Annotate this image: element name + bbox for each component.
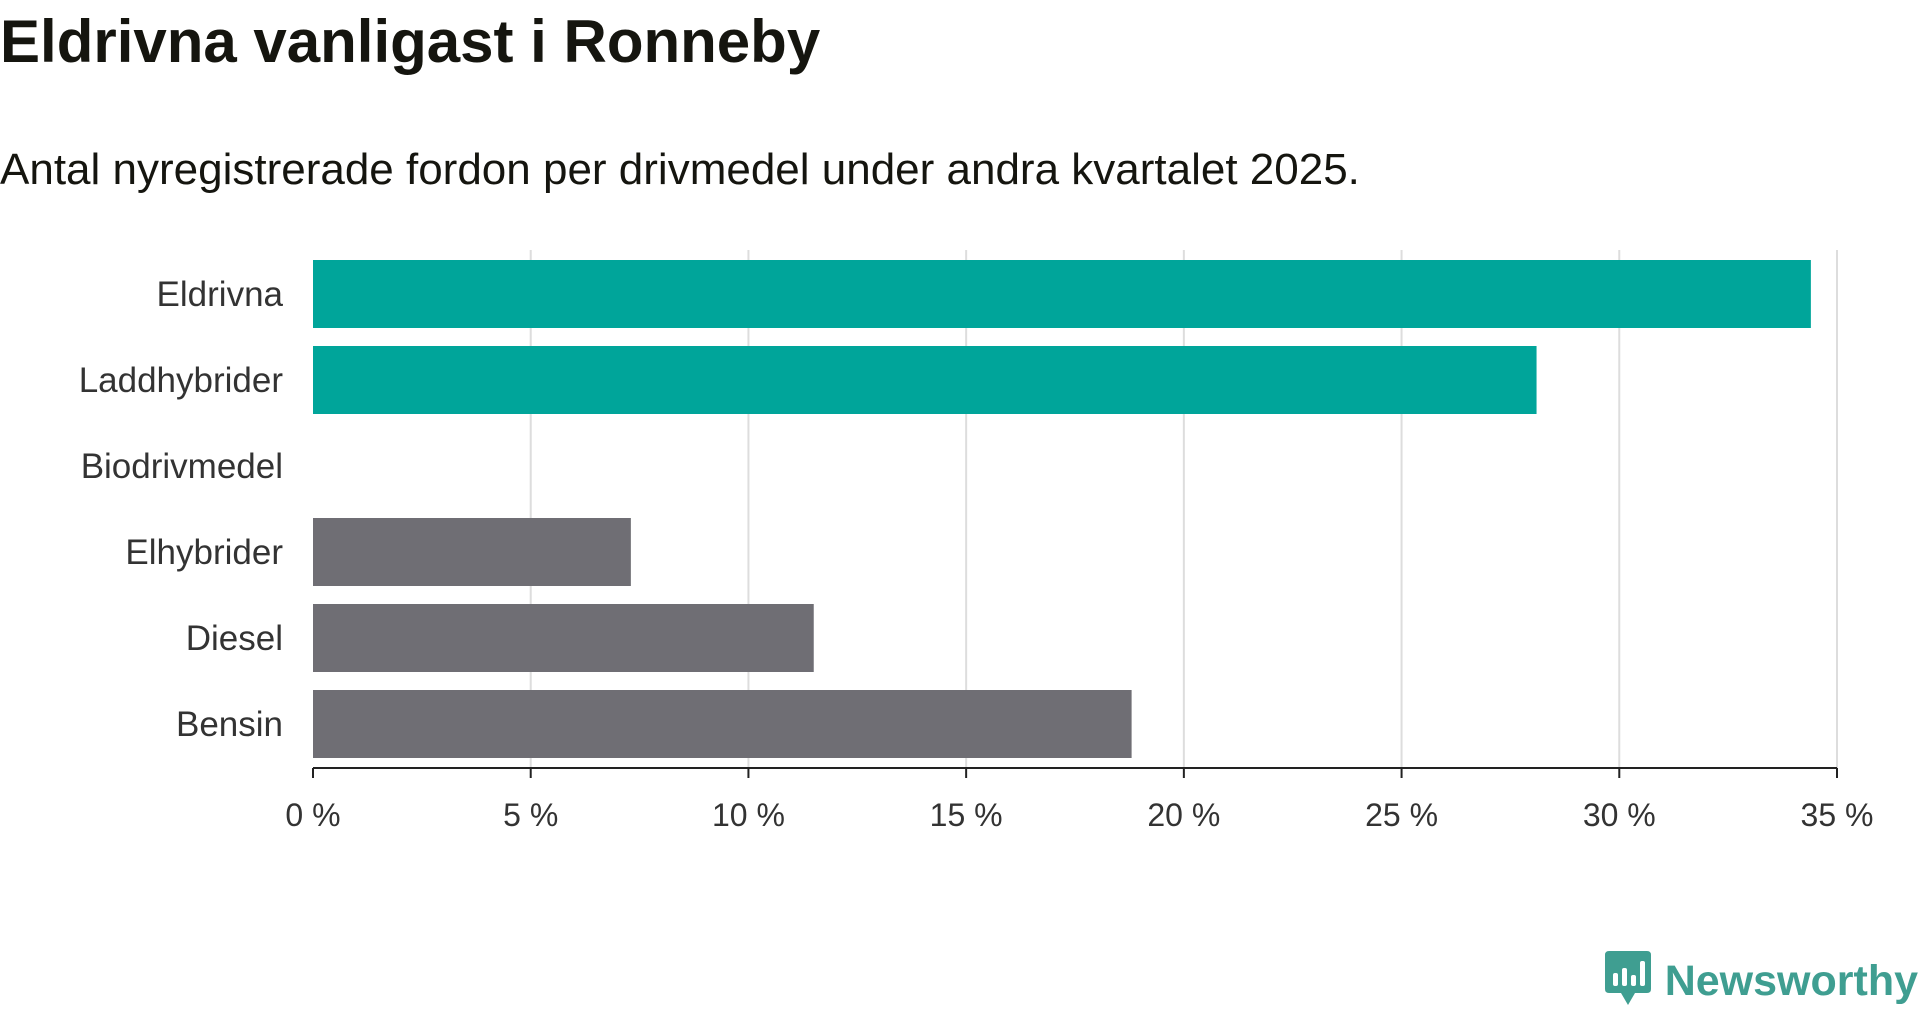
category-labels: Eldrivna Laddhybrider Biodrivmedel Elhybrid… — [79, 275, 284, 744]
x-tick-label: 5 % — [503, 797, 558, 833]
bars — [313, 260, 1811, 758]
chart-title: Eldrivna vanligast i Ronneby — [0, 8, 821, 75]
x-tick-label: 20 % — [1147, 797, 1220, 833]
bar-diesel — [313, 604, 814, 672]
bar-eldrivna — [313, 260, 1811, 328]
category-label: Elhybrider — [125, 533, 283, 572]
gridlines — [529, 250, 1838, 768]
brand-name: Newsworthy — [1664, 957, 1918, 1005]
bar-bensin — [313, 690, 1132, 758]
x-tick-label: 25 % — [1365, 797, 1438, 833]
x-tick-label: 15 % — [930, 797, 1003, 833]
brand: Newsworthy — [1603, 948, 1918, 1014]
x-tick-label: 35 % — [1801, 797, 1874, 833]
bar-laddhybrider — [313, 346, 1537, 414]
x-axis: 0 % 5 % 10 % 15 % 20 % 25 % 30 % 35 % — [285, 767, 1874, 833]
x-tick-label: 10 % — [712, 797, 785, 833]
category-label: Bensin — [176, 705, 283, 744]
x-tick-label: 0 % — [285, 797, 340, 833]
x-tick-label: 30 % — [1583, 797, 1656, 833]
category-label: Eldrivna — [157, 275, 284, 314]
bar-elhybrider — [313, 518, 631, 586]
category-label: Biodrivmedel — [81, 447, 283, 486]
chart-subtitle: Antal nyregistrerade fordon per drivmede… — [0, 145, 1360, 194]
category-label: Laddhybrider — [79, 361, 284, 400]
category-label: Diesel — [186, 619, 283, 658]
newsworthy-logo-icon — [1603, 949, 1653, 1014]
